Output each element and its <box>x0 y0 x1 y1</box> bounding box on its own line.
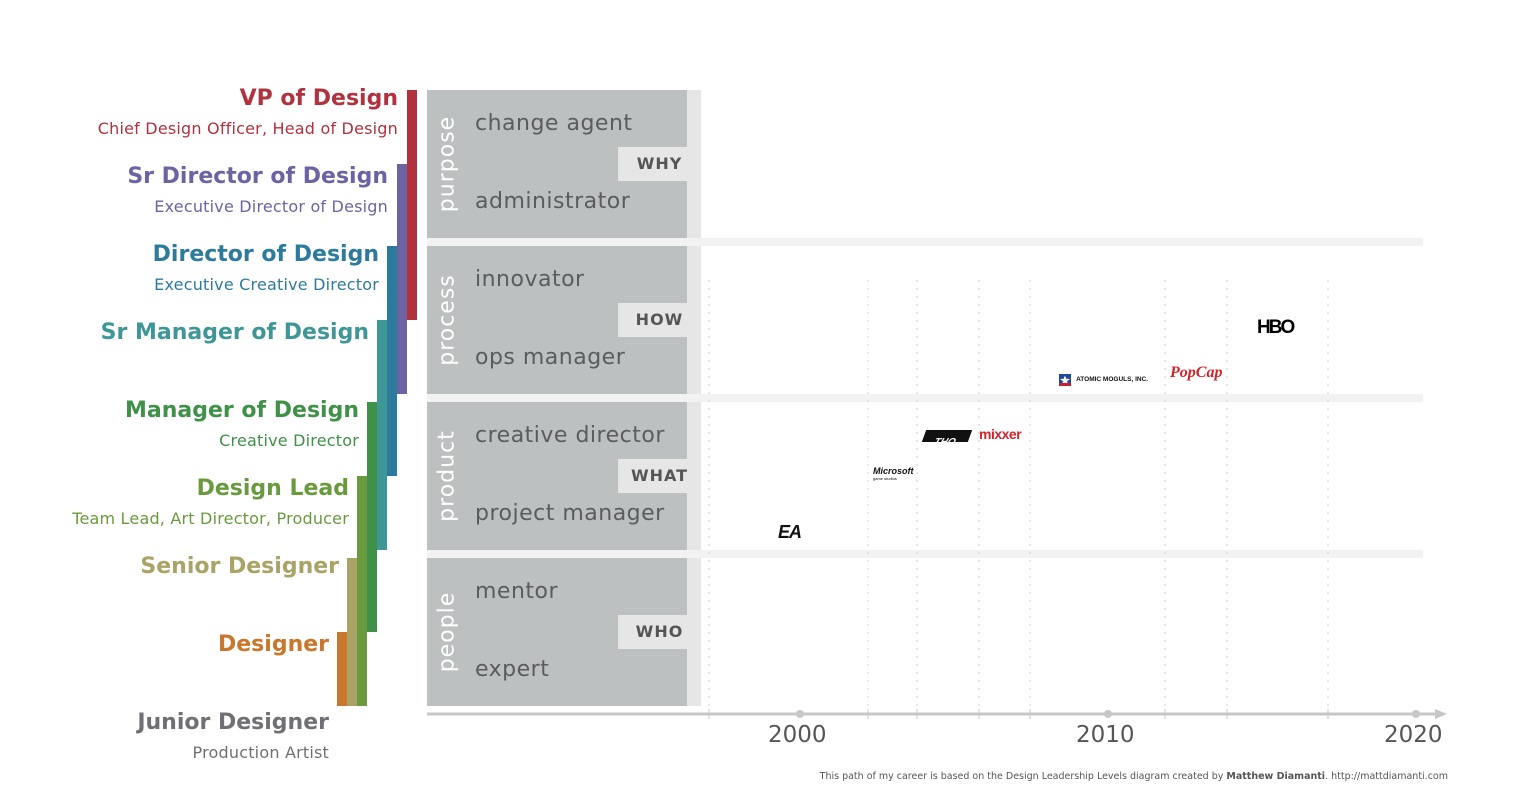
logo-hbo: HBO <box>1257 317 1295 338</box>
band-separator <box>427 550 1423 558</box>
band-process-bottom: ops manager <box>475 345 626 370</box>
level-subtitle-director: Executive Creative Director <box>154 275 379 294</box>
band-people-top: mentor <box>475 579 559 604</box>
band-label-process: process <box>434 274 460 366</box>
footer-credit: This path of my career is based on the D… <box>819 771 1448 782</box>
level-bar-designer <box>337 632 347 706</box>
level-bar-sr-manager <box>377 320 387 550</box>
axis-dot-2020 <box>1412 710 1420 718</box>
level-bar-senior-designer <box>347 558 357 706</box>
axis-tick-2000: 2000 <box>768 722 827 748</box>
level-bar-vp <box>407 90 417 320</box>
question-what: WHAT <box>618 459 701 493</box>
year-gridlines <box>708 280 1329 712</box>
band-label-product: product <box>434 430 460 522</box>
level-bar-manager <box>367 402 377 632</box>
logo-atomic-moguls: ATOMIC MOGULS, INC. <box>1059 369 1148 388</box>
level-subtitle-design-lead: Team Lead, Art Director, Producer <box>72 509 349 528</box>
atomic-moguls-star-icon <box>1059 373 1071 386</box>
axis-dot-2010 <box>1104 710 1112 718</box>
level-title-director: Director of Design <box>152 242 379 267</box>
level-title-designer: Designer <box>218 632 329 657</box>
band-product-bottom: project manager <box>475 501 665 526</box>
level-subtitle-vp: Chief Design Officer, Head of Design <box>97 119 398 138</box>
band-purpose-top: change agent <box>475 111 633 136</box>
footer-url: . http://mattdiamanti.com <box>1325 771 1448 782</box>
band-people-bottom: expert <box>475 657 550 682</box>
axis-tick-2010: 2010 <box>1076 722 1135 748</box>
logo-microsoft-game-studios: Microsoft game studios <box>873 466 914 482</box>
band-separator <box>427 238 1423 246</box>
band-label-people: people <box>434 591 460 673</box>
logo-popcap: PopCap <box>1170 364 1223 381</box>
band-purpose-bottom: administrator <box>475 189 631 214</box>
logo-ea: EA <box>778 522 802 542</box>
logo-thq: THQ <box>921 430 973 448</box>
level-bar-design-lead <box>357 476 367 706</box>
timeline-axis <box>427 709 1447 719</box>
level-title-junior-designer: Junior Designer <box>137 710 329 735</box>
career-levels: VP of Design Chief Design Officer, Head … <box>0 0 400 780</box>
band-product-top: creative director <box>475 423 665 448</box>
level-title-manager: Manager of Design <box>125 398 359 423</box>
footer-author: Matthew Diamanti <box>1226 771 1326 782</box>
level-bar-sr-director <box>397 164 407 394</box>
logo-mixxer: mixxer <box>979 426 1022 442</box>
level-bar-director <box>387 246 397 476</box>
level-subtitle-manager: Creative Director <box>219 431 359 450</box>
level-title-sr-director: Sr Director of Design <box>127 164 388 189</box>
question-why: WHY <box>618 147 701 181</box>
axis-tick-2020: 2020 <box>1384 722 1443 748</box>
axis-dot-2000 <box>796 710 804 718</box>
band-process-top: innovator <box>475 267 585 292</box>
level-title-design-lead: Design Lead <box>196 476 349 501</box>
question-how: HOW <box>618 303 701 337</box>
level-subtitle-sr-director: Executive Director of Design <box>154 197 388 216</box>
level-title-vp: VP of Design <box>239 86 398 111</box>
question-who: WHO <box>618 615 701 649</box>
level-title-senior-designer: Senior Designer <box>140 554 339 579</box>
level-subtitle-junior-designer: Production Artist <box>192 743 329 762</box>
band-separator <box>427 394 1423 402</box>
band-label-purpose: purpose <box>434 115 460 213</box>
level-title-sr-manager: Sr Manager of Design <box>100 320 369 345</box>
